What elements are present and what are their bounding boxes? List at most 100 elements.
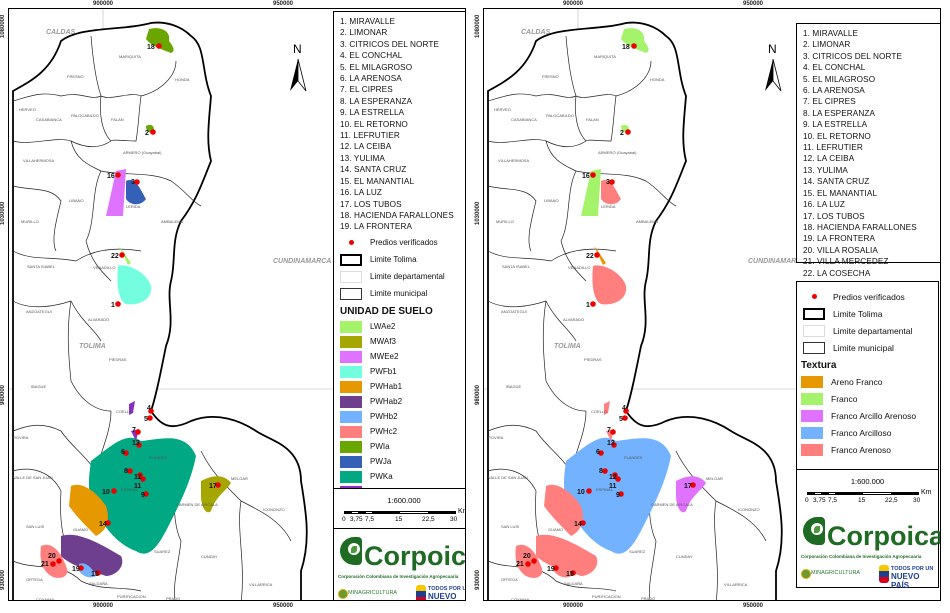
svg-text:18: 18: [622, 44, 630, 51]
coord-label: 950000: [743, 1, 764, 7]
region-label-tolima: TOLIMA: [79, 343, 106, 350]
north-label: N: [768, 42, 777, 56]
scale-tick: 3,75: [813, 497, 826, 504]
predio-item: 14. SANTA CRUZ: [340, 165, 407, 175]
svg-text:COELLO: COELLO: [116, 409, 132, 414]
svg-text:MELGAR: MELGAR: [231, 476, 248, 481]
predio-item: 2. LIMONAR: [803, 40, 851, 50]
svg-text:VENADILLO: VENADILLO: [568, 265, 590, 270]
corpoica-tagline: Corporación Colombiana de Investigación …: [801, 554, 922, 559]
svg-text:17: 17: [209, 483, 217, 490]
coord-label: 1030000: [475, 201, 481, 225]
todos-line1: TODOS POR UN: [891, 566, 934, 572]
svg-text:LERIDA: LERIDA: [601, 204, 616, 209]
predio-item: 2. LIMONAR: [340, 28, 388, 38]
minagricultura-logo: MINAGRICULTURA: [811, 570, 861, 576]
coord-label: 900000: [93, 603, 114, 609]
coord-label: 1080000: [0, 14, 6, 38]
svg-text:SALDAÑA: SALDAÑA: [89, 581, 108, 586]
svg-text:14: 14: [574, 521, 582, 528]
svg-text:FALAN: FALAN: [586, 117, 599, 122]
legend-label: Franco Arenoso: [831, 444, 892, 455]
legend-title: Textura: [801, 360, 837, 371]
predio-item: 14. SANTA CRUZ: [803, 177, 870, 187]
svg-text:5: 5: [619, 416, 623, 423]
minagricultura-seal-icon: [338, 589, 348, 599]
svg-text:7: 7: [607, 427, 611, 434]
predio-item: 10. EL RETORNO: [340, 119, 408, 129]
svg-text:CASABIANCA: CASABIANCA: [511, 117, 537, 122]
svg-text:21: 21: [516, 561, 524, 568]
corpoica-logo-icon: [340, 537, 362, 565]
corpoica-logo-icon: [803, 517, 825, 545]
svg-text:HERVEO: HERVEO: [19, 107, 36, 112]
predio-item: 3. CITRICOS DEL NORTE: [340, 39, 440, 49]
svg-text:ESPINAL: ESPINAL: [596, 487, 614, 492]
north-arrow-icon: [290, 58, 307, 92]
svg-text:MURILLO: MURILLO: [21, 219, 39, 224]
corpoica-tagline: Corporación Colombiana de Investigación …: [338, 574, 459, 579]
scale-unit: Km: [458, 508, 465, 515]
legend-swatch: [340, 380, 362, 393]
svg-text:PRADO: PRADO: [641, 596, 655, 601]
map-frame: CALDAS CUNDINAMAR TOLIMA MARIQUITA HONDA…: [483, 8, 941, 601]
scale-tick: 15: [858, 497, 866, 504]
todos-por-un-nuevo-pais-logo: TODOS POR UN NUEVO PAÍS: [891, 566, 938, 590]
svg-text:PALOCABILDO: PALOCABILDO: [546, 113, 574, 118]
svg-text:CASABIANCA: CASABIANCA: [36, 117, 62, 122]
minagricultura-seal-icon: [801, 569, 811, 579]
svg-text:14: 14: [99, 521, 107, 528]
coord-label: 900000: [93, 1, 114, 7]
svg-text:ROVIRA: ROVIRA: [488, 435, 504, 440]
svg-text:11: 11: [609, 483, 617, 490]
legend-swatch: [801, 392, 823, 405]
logo-box: Corpoica Corporación Colombiana de Inves…: [796, 511, 940, 590]
predio-item: 19. LA FRONTERA: [803, 234, 876, 244]
predio-item: 12. LA CEIBA: [340, 142, 392, 152]
predio-item: 18. HACIENDA FARALLONES: [340, 210, 454, 220]
predio-item: 6. LA ARENOSA: [340, 74, 402, 84]
svg-text:COYAIMA: COYAIMA: [36, 597, 54, 601]
svg-text:COYAIMA: COYAIMA: [511, 597, 529, 601]
svg-text:22: 22: [586, 253, 594, 260]
scale-ratio: 1:600.000: [387, 496, 421, 505]
scale-box: 1:600.000 Km 0 3,75 7,5 15 22,5 30: [796, 469, 939, 513]
legend-label: Limite municipal: [833, 342, 894, 353]
predio-item: 7. EL CIPRES: [803, 97, 856, 107]
svg-text:ROVIRA: ROVIRA: [13, 435, 29, 440]
todos-por-un-nuevo-pais-logo: TODOS POR UN NUEVO PAÍS: [428, 586, 465, 600]
svg-text:10: 10: [577, 489, 585, 496]
predio-item: 18. HACIENDA FARALLONES: [803, 222, 917, 232]
predio-item: 15. EL MANANTIAL: [340, 176, 415, 186]
scale-bar: Km 0 3,75 7,5 15 22,5 30: [797, 489, 938, 508]
scale-tick: 22,5: [885, 497, 898, 504]
svg-text:ANZOATEGUI: ANZOATEGUI: [26, 309, 52, 314]
svg-text:PURIFICACION: PURIFICACION: [592, 594, 621, 599]
svg-text:8: 8: [124, 468, 128, 475]
region-label-cundinamarca: CUNDINAMARCA: [273, 258, 331, 265]
svg-text:ANZOATEGUI: ANZOATEGUI: [501, 309, 527, 314]
svg-text:FALAN: FALAN: [111, 117, 124, 122]
svg-text:IBAGUE: IBAGUE: [506, 384, 521, 389]
legend-swatch: [340, 425, 362, 438]
svg-text:3: 3: [131, 179, 135, 186]
svg-text:15: 15: [91, 571, 99, 578]
svg-text:4: 4: [622, 405, 626, 412]
svg-text:2: 2: [145, 130, 149, 137]
predio-item: 9. LA ESTRELLA: [803, 120, 868, 130]
svg-text:MARIQUITA: MARIQUITA: [119, 54, 141, 59]
region-label-tolima: TOLIMA: [554, 343, 581, 350]
svg-text:1: 1: [111, 302, 115, 309]
svg-text:SANTA ISABEL: SANTA ISABEL: [27, 264, 56, 269]
svg-text:20: 20: [48, 553, 56, 560]
svg-text:SAN LUIS: SAN LUIS: [26, 524, 45, 529]
predio-item: 1. MIRAVALLE: [340, 17, 396, 26]
muni-boundary-swatch: [803, 341, 825, 354]
predio-item: 21. VILLA MERCEDEZ: [803, 257, 889, 267]
coord-label: 950000: [273, 603, 294, 609]
scale-unit: Km: [921, 489, 932, 496]
svg-text:7: 7: [132, 427, 136, 434]
svg-text:FLANDES: FLANDES: [149, 455, 168, 460]
svg-text:VENADILLO: VENADILLO: [93, 265, 115, 270]
legend-label: PWJa: [370, 457, 392, 466]
